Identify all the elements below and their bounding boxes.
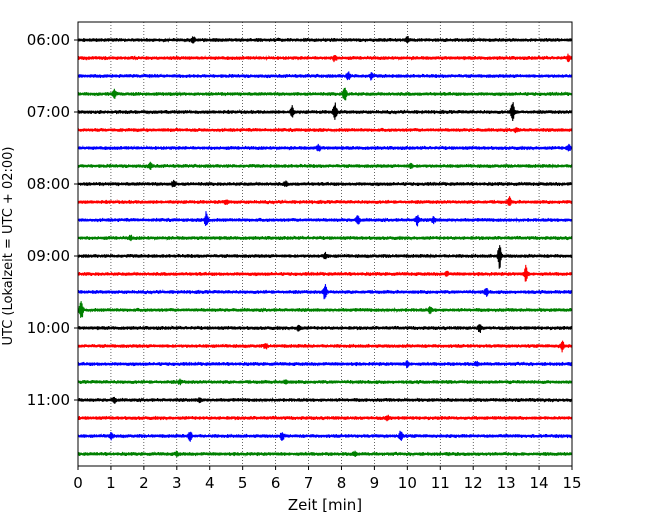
- x-tick-label: 14: [530, 474, 549, 492]
- trace-0715: [77, 127, 573, 134]
- x-tick-label: 0: [73, 474, 83, 492]
- x-tick-label: 13: [497, 474, 516, 492]
- trace-0800: [77, 179, 573, 188]
- trace-0645: [77, 87, 573, 101]
- x-tick-label: 4: [205, 474, 215, 492]
- y-tick-label: 09:00: [27, 247, 70, 265]
- x-tick-label: 5: [238, 474, 248, 492]
- x-tick-label: 12: [464, 474, 483, 492]
- x-tick-label: 2: [139, 474, 149, 492]
- trace-0830: [77, 211, 573, 227]
- trace-1030: [77, 360, 573, 369]
- trace-0930: [77, 284, 573, 300]
- x-tick-label: 7: [304, 474, 314, 492]
- x-tick-label: 11: [431, 474, 450, 492]
- trace-0945: [77, 301, 573, 318]
- trace-0915: [77, 264, 573, 282]
- trace-0615: [77, 53, 573, 63]
- trace-0600: [77, 35, 573, 44]
- plot-frame: [77, 21, 573, 467]
- trace-1115: [77, 414, 573, 422]
- x-tick-label: 1: [106, 474, 116, 492]
- y-tick-label: 07:00: [27, 103, 70, 121]
- vertical-grid: [110, 22, 540, 466]
- trace-1000: [77, 324, 573, 333]
- y-tick-label: 11:00: [27, 391, 70, 409]
- x-axis-ticks: 0 1 2 3 4 5 6 7 8 9 10 11 12 13 14 15: [73, 466, 582, 492]
- x-tick-label: 10: [398, 474, 417, 492]
- x-axis-label: Zeit [min]: [288, 496, 362, 514]
- trace-0745: [77, 161, 573, 171]
- trace-1015: [77, 340, 573, 353]
- trace-1130: [77, 430, 573, 442]
- trace-0700: [77, 102, 573, 121]
- y-tick-label: 06:00: [27, 31, 70, 49]
- x-tick-label: 8: [337, 474, 347, 492]
- x-tick-label: 3: [172, 474, 182, 492]
- x-tick-label: 6: [271, 474, 281, 492]
- y-tick-label: 08:00: [27, 175, 70, 193]
- trace-0900: [77, 245, 573, 269]
- seismic-traces: [77, 35, 573, 458]
- y-tick-label: 10:00: [27, 319, 70, 337]
- y-axis-label: UTC (Lokalzeit = UTC + 02:00): [1, 147, 16, 346]
- y-axis-ticks: 06:00 07:00 08:00 09:00 10:00 11:00: [27, 31, 78, 409]
- x-tick-label: 15: [562, 474, 581, 492]
- trace-0845: [77, 234, 573, 242]
- trace-0630: [77, 71, 573, 81]
- trace-0730: [77, 143, 573, 152]
- trace-1145: [77, 450, 573, 458]
- trace-1100: [77, 396, 573, 404]
- trace-1045: [77, 378, 573, 386]
- trace-0815: [77, 196, 573, 207]
- x-tick-label: 9: [370, 474, 380, 492]
